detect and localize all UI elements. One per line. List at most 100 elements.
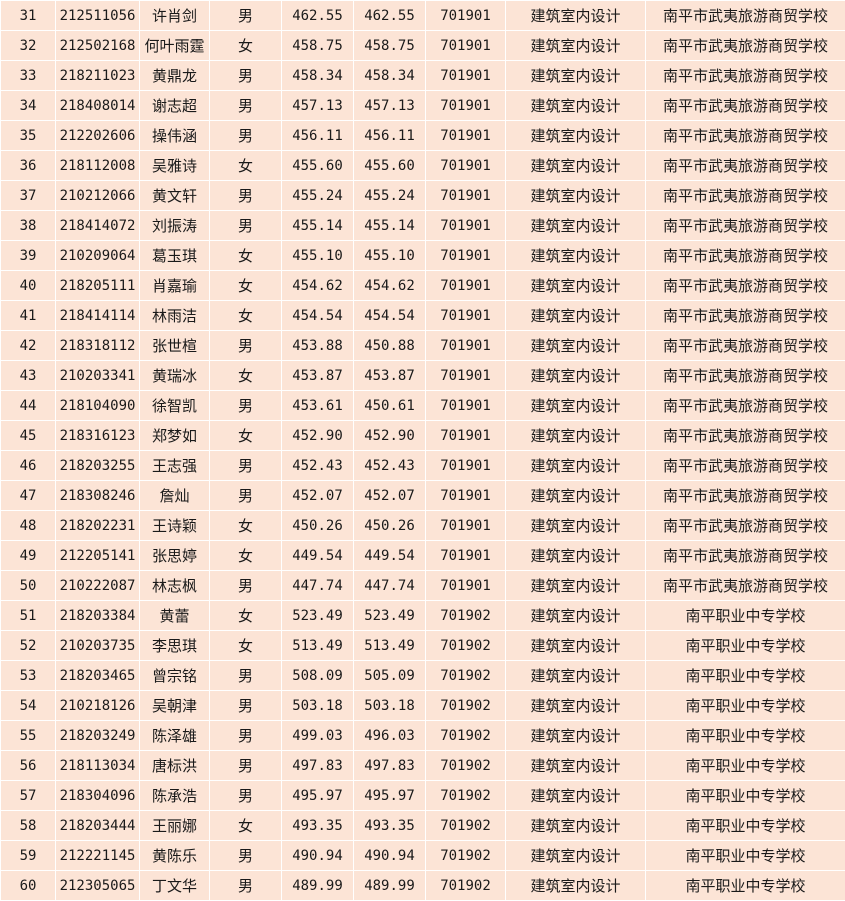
adjusted-score-cell: 455.24 xyxy=(353,180,426,211)
major-cell: 建筑室内设计 xyxy=(505,60,646,91)
score-cell: 450.26 xyxy=(281,510,354,541)
rank-cell: 36 xyxy=(0,150,56,181)
score-cell: 490.94 xyxy=(281,840,354,871)
major-code-cell: 701901 xyxy=(425,180,506,211)
adjusted-score-cell: 454.54 xyxy=(353,300,426,331)
major-cell: 建筑室内设计 xyxy=(505,330,646,361)
school-cell: 南平职业中专学校 xyxy=(645,840,845,871)
exam-id-cell: 212221145 xyxy=(55,840,140,871)
major-cell: 建筑室内设计 xyxy=(505,810,646,841)
rank-cell: 34 xyxy=(0,90,56,121)
name-cell: 肖嘉瑜 xyxy=(139,270,210,301)
gender-cell: 女 xyxy=(209,150,282,181)
score-cell: 455.14 xyxy=(281,210,354,241)
rank-cell: 60 xyxy=(0,870,56,901)
major-cell: 建筑室内设计 xyxy=(505,630,646,661)
exam-id-cell: 210209064 xyxy=(55,240,140,271)
adjusted-score-cell: 452.90 xyxy=(353,420,426,451)
adjusted-score-cell: 447.74 xyxy=(353,570,426,601)
major-code-cell: 701901 xyxy=(425,360,506,391)
rank-cell: 49 xyxy=(0,540,56,571)
score-cell: 455.10 xyxy=(281,240,354,271)
gender-cell: 男 xyxy=(209,660,282,691)
table-row: 44 218104090 徐智凯男 453.61 450.61 701901 建筑室内设计南… xyxy=(0,390,845,421)
school-cell: 南平市武夷旅游商贸学校 xyxy=(645,480,845,511)
table-row: 47 218308246 詹灿男 452.07 452.07 701901 建筑室内设计 南平… xyxy=(0,480,845,511)
name-cell: 唐标洪 xyxy=(139,750,210,781)
name-cell: 吴朝津 xyxy=(139,690,210,721)
major-cell: 建筑室内设计 xyxy=(505,90,646,121)
exam-id-cell: 218202231 xyxy=(55,510,140,541)
major-cell: 建筑室内设计 xyxy=(505,570,646,601)
name-cell: 谢志超 xyxy=(139,90,210,121)
major-cell: 建筑室内设计 xyxy=(505,420,646,451)
major-code-cell: 701901 xyxy=(425,480,506,511)
major-cell: 建筑室内设计 xyxy=(505,540,646,571)
major-cell: 建筑室内设计 xyxy=(505,120,646,151)
school-cell: 南平市武夷旅游商贸学校 xyxy=(645,210,845,241)
school-cell: 南平市武夷旅游商贸学校 xyxy=(645,420,845,451)
name-cell: 张思婷 xyxy=(139,540,210,571)
school-cell: 南平市武夷旅游商贸学校 xyxy=(645,90,845,121)
adjusted-score-cell: 455.60 xyxy=(353,150,426,181)
adjusted-score-cell: 454.62 xyxy=(353,270,426,301)
school-cell: 南平市武夷旅游商贸学校 xyxy=(645,120,845,151)
table-row: 55 218203249 陈泽雄男 499.03 496.03 701902 建筑室内设计南… xyxy=(0,720,845,751)
score-cell: 452.43 xyxy=(281,450,354,481)
adjusted-score-cell: 458.34 xyxy=(353,60,426,91)
rank-cell: 47 xyxy=(0,480,56,511)
major-code-cell: 701902 xyxy=(425,810,506,841)
exam-id-cell: 210222087 xyxy=(55,570,140,601)
exam-id-cell: 218205111 xyxy=(55,270,140,301)
school-cell: 南平市武夷旅游商贸学校 xyxy=(645,570,845,601)
major-code-cell: 701901 xyxy=(425,420,506,451)
score-cell: 499.03 xyxy=(281,720,354,751)
score-cell: 454.54 xyxy=(281,300,354,331)
table-row: 53 218203465 曾宗铭男 508.09 505.09 701902 建筑室内设计南… xyxy=(0,660,845,691)
table-row: 36 218112008 吴雅诗女 455.60 455.60 701901 建筑室内设计南… xyxy=(0,150,845,181)
rank-cell: 51 xyxy=(0,600,56,631)
major-cell: 建筑室内设计 xyxy=(505,720,646,751)
gender-cell: 男 xyxy=(209,480,282,511)
rank-cell: 38 xyxy=(0,210,56,241)
score-cell: 513.49 xyxy=(281,630,354,661)
exam-id-cell: 218203255 xyxy=(55,450,140,481)
table-row: 46 218203255 王志强男 452.43 452.43 701901 建筑室内设计南… xyxy=(0,450,845,481)
gender-cell: 男 xyxy=(209,0,282,31)
school-cell: 南平市武夷旅游商贸学校 xyxy=(645,180,845,211)
table-row: 40 218205111 肖嘉瑜女 454.62 454.62 701901 建筑室内设计南… xyxy=(0,270,845,301)
gender-cell: 女 xyxy=(209,810,282,841)
school-cell: 南平职业中专学校 xyxy=(645,690,845,721)
name-cell: 黄文轩 xyxy=(139,180,210,211)
adjusted-score-cell: 452.43 xyxy=(353,450,426,481)
gender-cell: 男 xyxy=(209,450,282,481)
school-cell: 南平职业中专学校 xyxy=(645,870,845,901)
score-cell: 523.49 xyxy=(281,600,354,631)
school-cell: 南平市武夷旅游商贸学校 xyxy=(645,360,845,391)
adjusted-score-cell: 489.99 xyxy=(353,870,426,901)
school-cell: 南平市武夷旅游商贸学校 xyxy=(645,0,845,31)
gender-cell: 女 xyxy=(209,600,282,631)
adjusted-score-cell: 453.87 xyxy=(353,360,426,391)
score-cell: 493.35 xyxy=(281,810,354,841)
score-cell: 457.13 xyxy=(281,90,354,121)
major-code-cell: 701902 xyxy=(425,720,506,751)
table-row: 60 212305065 丁文华男 489.99 489.99 701902 建筑室内设计南… xyxy=(0,870,845,901)
rank-cell: 57 xyxy=(0,780,56,811)
school-cell: 南平市武夷旅游商贸学校 xyxy=(645,330,845,361)
rank-cell: 48 xyxy=(0,510,56,541)
table-row: 45 218316123 郑梦如女 452.90 452.90 701901 建筑室内设计南… xyxy=(0,420,845,451)
major-cell: 建筑室内设计 xyxy=(505,690,646,721)
school-cell: 南平市武夷旅游商贸学校 xyxy=(645,540,845,571)
major-code-cell: 701901 xyxy=(425,450,506,481)
adjusted-score-cell: 462.55 xyxy=(353,0,426,31)
name-cell: 黄蕾 xyxy=(139,600,210,631)
adjusted-score-cell: 496.03 xyxy=(353,720,426,751)
gender-cell: 女 xyxy=(209,360,282,391)
adjusted-score-cell: 449.54 xyxy=(353,540,426,571)
gender-cell: 男 xyxy=(209,780,282,811)
gender-cell: 男 xyxy=(209,120,282,151)
score-cell: 503.18 xyxy=(281,690,354,721)
gender-cell: 女 xyxy=(209,300,282,331)
major-cell: 建筑室内设计 xyxy=(505,750,646,781)
